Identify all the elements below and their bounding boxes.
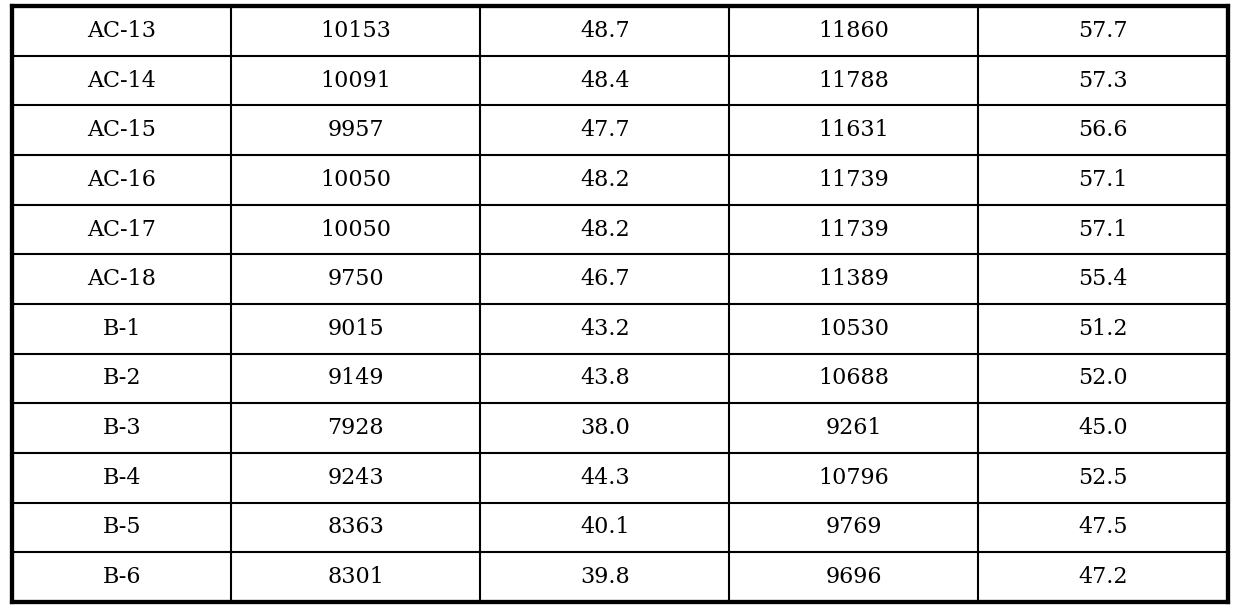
Text: AC-18: AC-18 (87, 268, 156, 290)
Text: 8301: 8301 (327, 566, 384, 588)
Text: 9149: 9149 (327, 367, 384, 390)
Text: 47.2: 47.2 (1079, 566, 1128, 588)
Text: 48.4: 48.4 (580, 69, 630, 92)
Text: 9015: 9015 (327, 318, 384, 340)
Text: 47.5: 47.5 (1079, 516, 1128, 539)
Text: 11739: 11739 (818, 169, 889, 191)
Text: 10688: 10688 (818, 367, 889, 390)
Text: 39.8: 39.8 (580, 566, 630, 588)
Text: 57.7: 57.7 (1079, 20, 1128, 42)
Text: 48.2: 48.2 (580, 218, 630, 241)
Text: 11739: 11739 (818, 218, 889, 241)
Text: 10050: 10050 (320, 218, 391, 241)
Text: 45.0: 45.0 (1079, 417, 1128, 439)
Text: B-2: B-2 (103, 367, 141, 390)
Text: 9750: 9750 (327, 268, 384, 290)
Text: AC-13: AC-13 (87, 20, 156, 42)
Text: 11788: 11788 (818, 69, 889, 92)
Text: 47.7: 47.7 (580, 119, 630, 141)
Text: B-5: B-5 (103, 516, 141, 539)
Text: 10530: 10530 (818, 318, 889, 340)
Text: 11631: 11631 (818, 119, 889, 141)
Text: B-1: B-1 (103, 318, 141, 340)
Text: 57.3: 57.3 (1079, 69, 1128, 92)
Text: 10796: 10796 (818, 467, 889, 489)
Text: 46.7: 46.7 (580, 268, 630, 290)
Text: 11389: 11389 (818, 268, 889, 290)
Text: 52.5: 52.5 (1079, 467, 1128, 489)
Text: AC-15: AC-15 (87, 119, 156, 141)
Text: 10091: 10091 (320, 69, 391, 92)
Text: 9957: 9957 (327, 119, 384, 141)
Text: AC-16: AC-16 (87, 169, 156, 191)
Text: 55.4: 55.4 (1079, 268, 1128, 290)
Text: AC-14: AC-14 (87, 69, 156, 92)
Text: 57.1: 57.1 (1079, 218, 1128, 241)
Text: 43.2: 43.2 (580, 318, 630, 340)
Text: 10153: 10153 (320, 20, 391, 42)
Text: 9696: 9696 (826, 566, 882, 588)
Text: 7928: 7928 (327, 417, 384, 439)
Text: 10050: 10050 (320, 169, 391, 191)
Text: 8363: 8363 (327, 516, 384, 539)
Text: B-4: B-4 (103, 467, 141, 489)
Text: 51.2: 51.2 (1079, 318, 1128, 340)
Text: 43.8: 43.8 (580, 367, 630, 390)
Text: 48.2: 48.2 (580, 169, 630, 191)
Text: 9261: 9261 (826, 417, 882, 439)
Text: 38.0: 38.0 (580, 417, 630, 439)
Text: 9769: 9769 (826, 516, 882, 539)
Text: 40.1: 40.1 (580, 516, 630, 539)
Text: 57.1: 57.1 (1079, 169, 1128, 191)
Text: 56.6: 56.6 (1079, 119, 1128, 141)
Text: 44.3: 44.3 (580, 467, 630, 489)
Text: 11860: 11860 (818, 20, 889, 42)
Text: B-3: B-3 (103, 417, 141, 439)
Text: AC-17: AC-17 (87, 218, 156, 241)
Text: 48.7: 48.7 (580, 20, 630, 42)
Text: 52.0: 52.0 (1079, 367, 1128, 390)
Text: B-6: B-6 (103, 566, 141, 588)
Text: 9243: 9243 (327, 467, 384, 489)
